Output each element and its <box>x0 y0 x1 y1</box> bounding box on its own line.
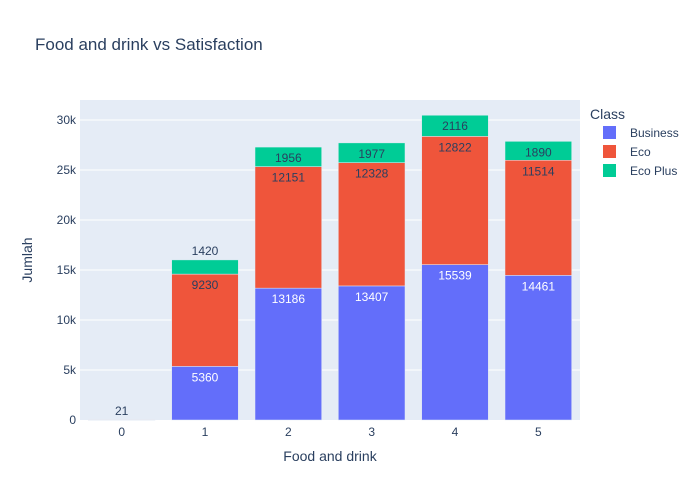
y-axis-ticks: 0 5k 10k 15k 20k 25k 30k <box>57 113 77 427</box>
legend-swatch[interactable] <box>603 164 616 177</box>
bar-eco-plus[interactable] <box>421 114 489 137</box>
bar-business[interactable] <box>254 287 322 421</box>
bar-eco[interactable] <box>421 136 489 265</box>
bar-label: 15539 <box>438 269 472 283</box>
legend-item-label[interactable]: Business <box>630 126 679 140</box>
x-tick-label: 5 <box>535 425 542 439</box>
bar-business[interactable] <box>171 366 239 421</box>
bar-label: 13186 <box>272 292 306 306</box>
bar-label: 1420 <box>192 244 219 258</box>
y-tick-label: 25k <box>57 163 77 177</box>
bar-eco[interactable] <box>88 419 156 421</box>
bars[interactable] <box>88 114 572 421</box>
bar-label: 13407 <box>355 290 389 304</box>
legend[interactable]: Class Business Eco Eco Plus <box>590 106 679 178</box>
bar-business[interactable] <box>504 275 572 421</box>
bar-business[interactable] <box>421 264 489 421</box>
legend-swatch[interactable] <box>603 126 616 139</box>
bar-label: 12151 <box>272 171 306 185</box>
x-tick-label: 3 <box>368 425 375 439</box>
chart-title: Food and drink vs Satisfaction <box>35 35 263 54</box>
y-tick-label: 10k <box>57 313 77 327</box>
legend-swatch[interactable] <box>603 145 616 158</box>
y-tick-label: 15k <box>57 263 77 277</box>
x-tick-label: 2 <box>285 425 292 439</box>
bar-eco[interactable] <box>338 162 406 287</box>
bar-business[interactable] <box>338 285 406 421</box>
y-tick-label: 0 <box>69 413 76 427</box>
y-axis-title: Jumlah <box>19 237 35 282</box>
x-axis-ticks: 0 1 2 3 4 5 <box>118 425 542 439</box>
bar-eco[interactable] <box>254 166 322 289</box>
bar-label: 12822 <box>438 140 472 154</box>
bar-label: 2116 <box>442 119 468 133</box>
gridlines <box>80 119 580 371</box>
bar-label: 9230 <box>192 278 219 292</box>
bar-label: 12328 <box>355 167 389 181</box>
x-tick-label: 0 <box>118 425 125 439</box>
bar-label: 5360 <box>192 370 219 384</box>
bar-eco[interactable] <box>504 160 572 276</box>
x-axis-title: Food and drink <box>283 448 377 464</box>
bar-label: 1890 <box>525 145 552 159</box>
plot-area <box>80 100 580 420</box>
legend-item-label[interactable]: Eco Plus <box>630 164 677 178</box>
legend-item-label[interactable]: Eco <box>630 145 651 159</box>
bar-eco-plus[interactable] <box>338 142 406 163</box>
bar-label: 11514 <box>522 164 555 178</box>
legend-title: Class <box>590 106 625 122</box>
bar-label: 21 <box>115 404 129 418</box>
bar-label: 14461 <box>522 279 556 293</box>
bar-eco-plus[interactable] <box>171 259 239 275</box>
bar-eco-plus[interactable] <box>504 141 572 161</box>
y-tick-label: 20k <box>57 213 77 227</box>
bar-eco-plus[interactable] <box>254 146 322 167</box>
bar-label: 1956 <box>275 151 302 165</box>
bar-eco[interactable] <box>171 273 239 367</box>
y-tick-label: 30k <box>57 113 77 127</box>
bar-labels: 5360 13186 13407 15539 14461 21 9230 12151 12328… <box>115 119 555 418</box>
bar-label: 1977 <box>358 147 385 161</box>
x-tick-label: 4 <box>452 425 459 439</box>
y-tick-label: 5k <box>63 363 77 377</box>
x-tick-label: 1 <box>202 425 209 439</box>
